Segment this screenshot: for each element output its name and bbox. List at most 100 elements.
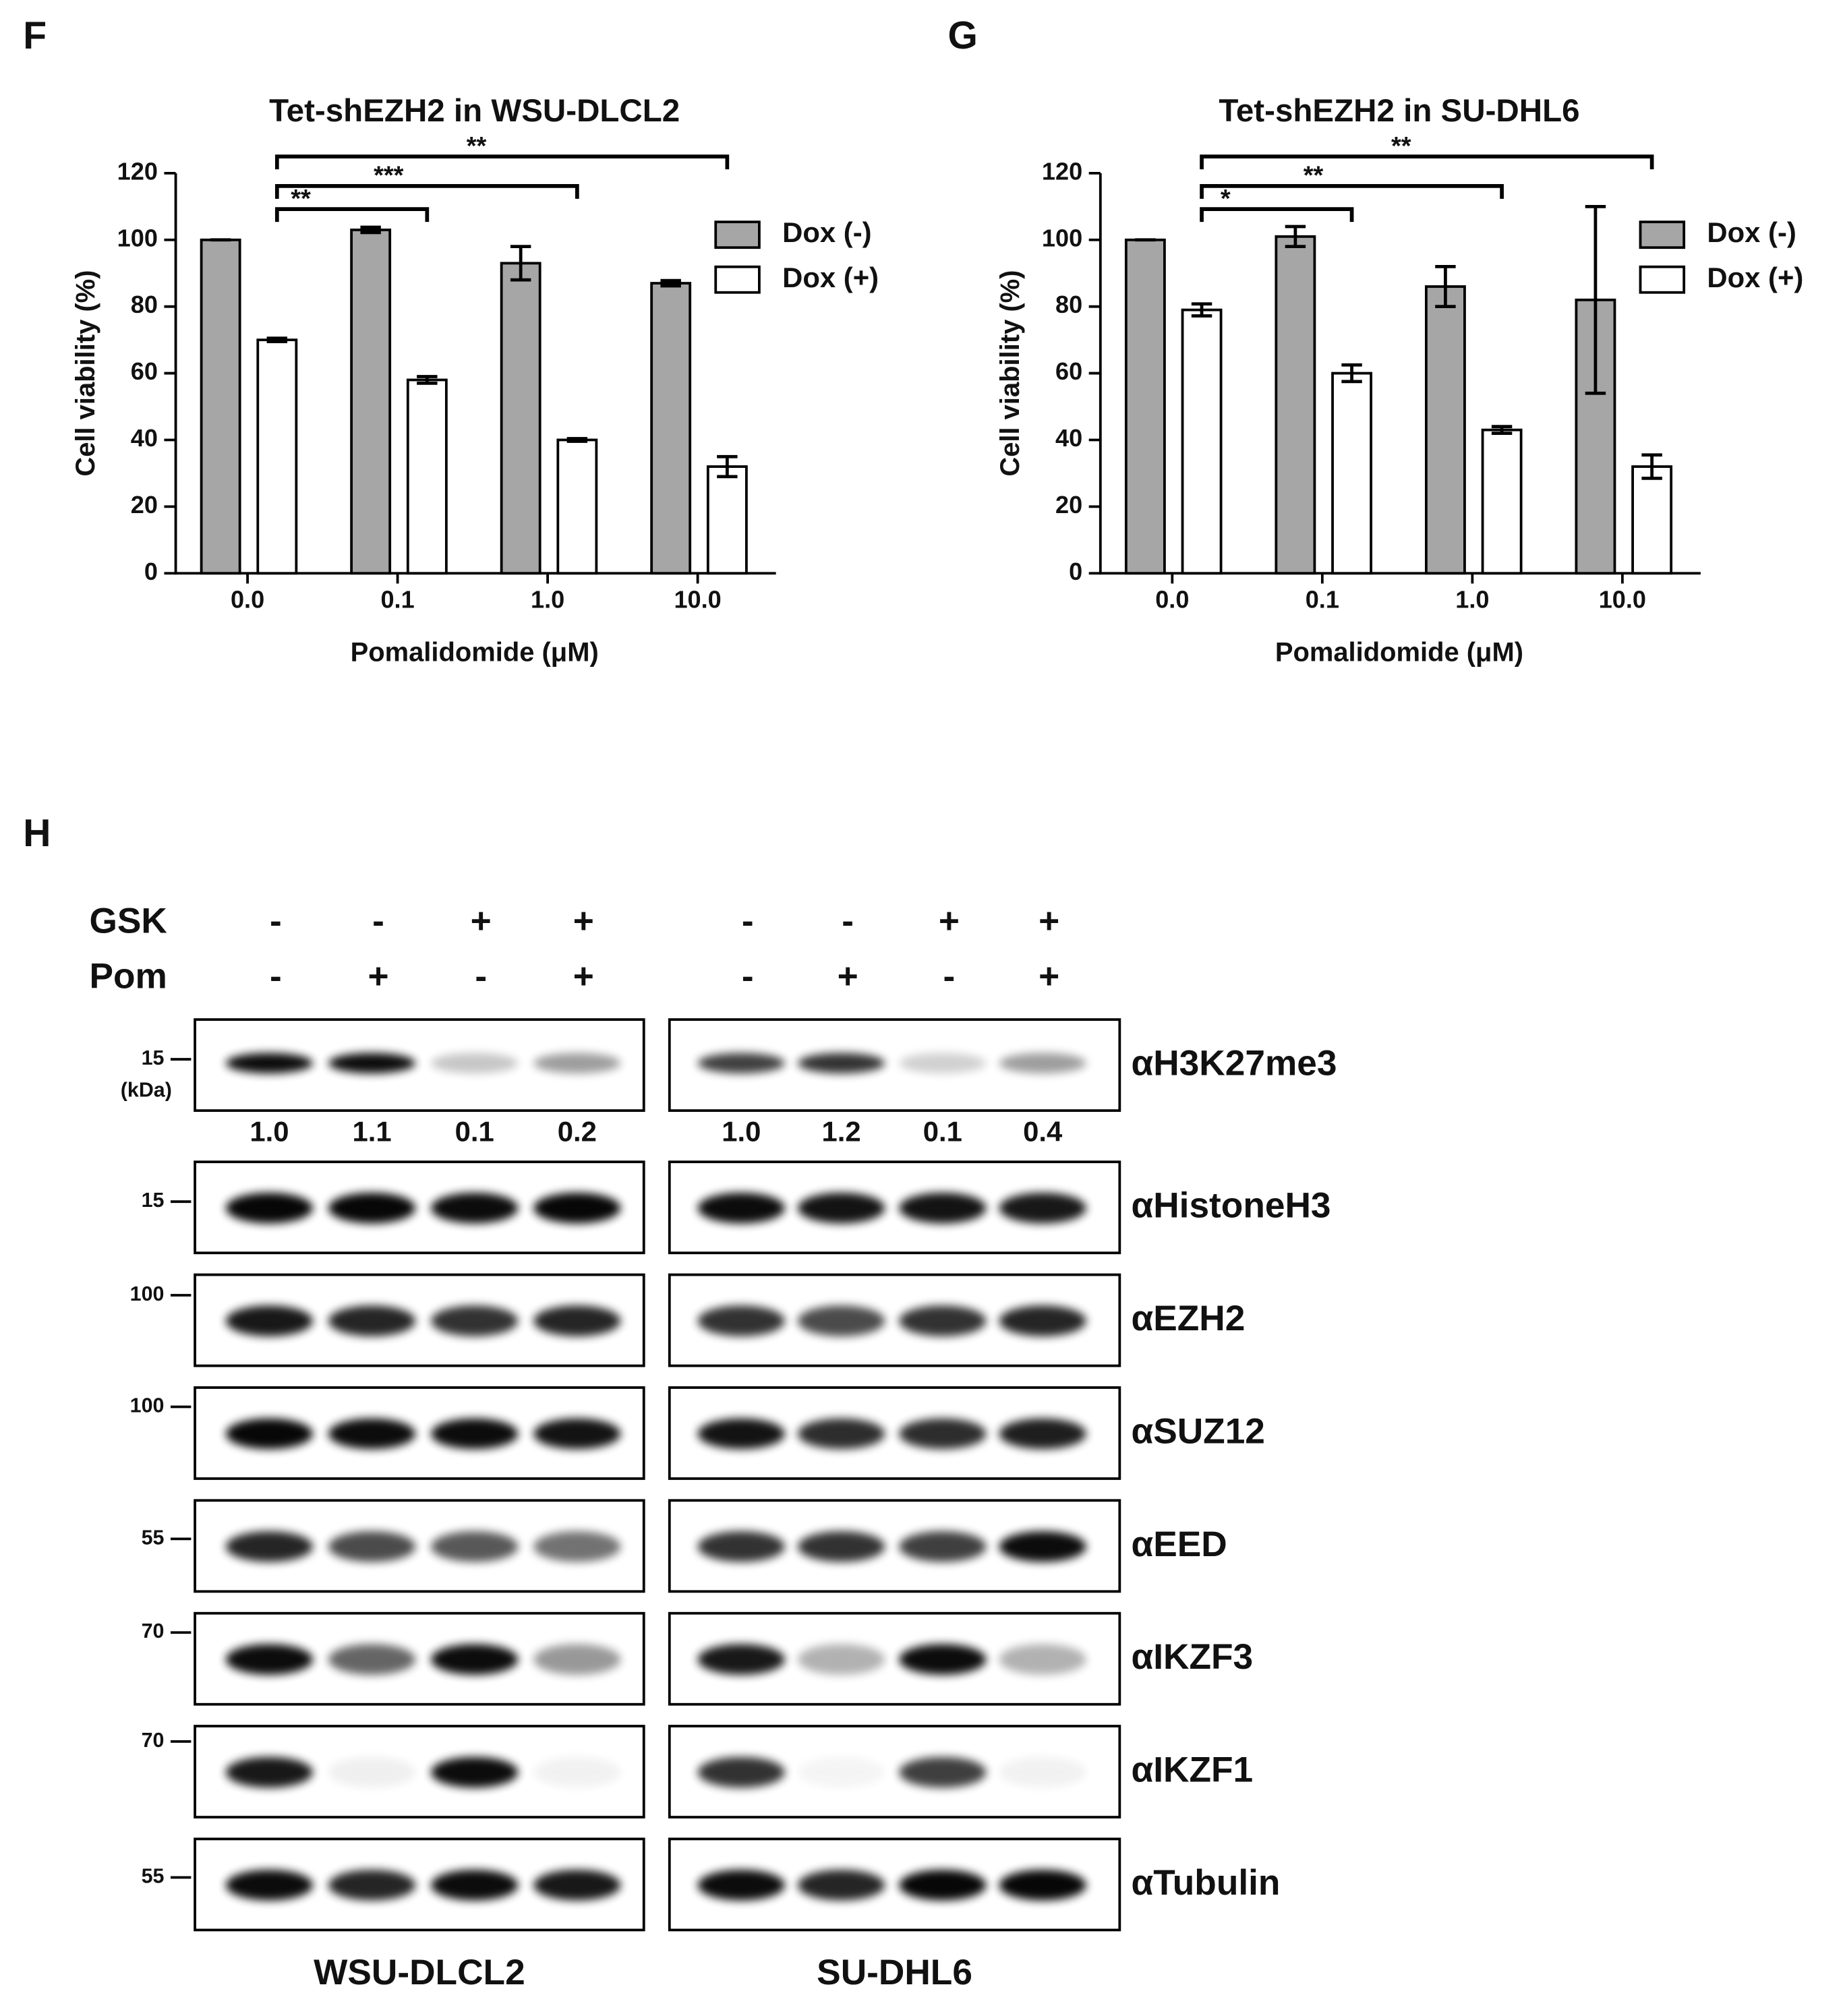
band — [533, 1531, 621, 1562]
quantification: 1.1 — [352, 1115, 391, 1147]
y-tick-label: 0 — [144, 558, 158, 585]
chart-title: Tet-shEZH2 in WSU-DLCL2 — [269, 93, 680, 129]
x-tick-label: 0.0 — [1155, 586, 1189, 614]
antibody-label: αEZH2 — [1131, 1299, 1245, 1338]
antibody-label: αIKZF3 — [1131, 1637, 1253, 1677]
band — [328, 1192, 416, 1224]
band — [697, 1531, 785, 1562]
treatment-sign: - — [943, 956, 956, 996]
marker-label: 15 — [142, 1046, 165, 1069]
band — [533, 1305, 621, 1336]
band — [431, 1305, 519, 1336]
significance-bracket — [274, 184, 579, 199]
band — [431, 1531, 519, 1562]
y-tick-label: 20 — [1055, 491, 1082, 518]
band — [697, 1192, 785, 1224]
band — [797, 1053, 885, 1073]
band — [797, 1644, 885, 1675]
x-tick-label: 0.0 — [231, 586, 264, 614]
band — [328, 1418, 416, 1450]
bar — [1181, 308, 1223, 575]
bar — [1275, 235, 1316, 575]
significance-label: ** — [291, 185, 311, 213]
band — [899, 1644, 987, 1675]
quantification: 0.1 — [455, 1115, 494, 1147]
legend-swatch — [1639, 265, 1686, 294]
y-axis-label: Cell viability (%) — [995, 270, 1025, 476]
band — [431, 1756, 519, 1788]
band — [999, 1053, 1086, 1073]
bar — [200, 238, 241, 575]
band — [697, 1418, 785, 1450]
band — [533, 1053, 621, 1073]
band — [999, 1192, 1086, 1224]
bar — [350, 229, 392, 575]
band — [999, 1418, 1086, 1450]
bar — [1124, 238, 1166, 575]
bar — [406, 378, 448, 575]
treatment-sign: - — [372, 901, 384, 941]
band — [797, 1418, 885, 1450]
legend-swatch — [714, 220, 761, 249]
band — [328, 1644, 416, 1675]
x-tick-label: 10.0 — [674, 586, 721, 614]
y-tick-label: 0 — [1069, 558, 1082, 585]
marker-label: 70 — [142, 1729, 165, 1752]
band — [899, 1870, 987, 1901]
band — [899, 1418, 987, 1450]
significance-label: *** — [374, 162, 404, 190]
y-tick-label: 60 — [131, 357, 158, 385]
panel-letter: H — [23, 812, 51, 855]
panel-letter: F — [23, 14, 47, 57]
treatment-sign: + — [1038, 901, 1059, 941]
y-tick-label: 100 — [117, 224, 158, 251]
bar — [706, 465, 748, 575]
error-bar — [566, 437, 588, 443]
band — [431, 1192, 519, 1224]
legend-swatch — [1639, 220, 1686, 249]
antibody-label: αTubulin — [1131, 1863, 1280, 1903]
band — [999, 1305, 1086, 1336]
band — [225, 1053, 314, 1073]
bar — [256, 338, 298, 575]
treatment-sign: + — [573, 901, 594, 941]
band — [431, 1053, 519, 1073]
marker-label: 15 — [142, 1189, 165, 1212]
treatment-sign: - — [270, 956, 282, 996]
x-tick-label: 1.0 — [531, 586, 564, 614]
x-tick-label: 10.0 — [1599, 586, 1646, 614]
band — [533, 1870, 621, 1901]
band — [533, 1756, 621, 1788]
error-bar — [1585, 204, 1606, 395]
band — [328, 1305, 416, 1336]
quantification: 0.1 — [923, 1115, 962, 1147]
treatment-label: Pom — [89, 956, 167, 996]
chart-title: Tet-shEZH2 in SU-DHL6 — [1219, 93, 1579, 129]
marker-label: 55 — [142, 1526, 165, 1549]
antibody-label: αHistoneH3 — [1131, 1186, 1330, 1226]
cell-line-label: WSU-DLCL2 — [314, 1953, 525, 1992]
x-axis-label: Pomalidomide (μM) — [1275, 638, 1523, 668]
x-axis-label: Pomalidomide (μM) — [351, 638, 599, 668]
band — [225, 1305, 314, 1336]
error-bar — [510, 245, 531, 282]
significance-label: ** — [467, 132, 487, 160]
error-bar — [717, 454, 738, 479]
band — [797, 1192, 885, 1224]
band — [225, 1418, 314, 1450]
band — [328, 1870, 416, 1901]
band — [899, 1756, 987, 1788]
error-bar — [1435, 264, 1456, 309]
band — [328, 1053, 416, 1073]
band — [697, 1870, 785, 1901]
y-tick-label: 60 — [1055, 357, 1082, 385]
band — [225, 1756, 314, 1788]
cell-line-label: SU-DHL6 — [817, 1953, 972, 1992]
band — [431, 1870, 519, 1901]
band — [899, 1053, 987, 1073]
band — [797, 1756, 885, 1788]
band — [328, 1531, 416, 1562]
treatment-sign: - — [742, 901, 754, 941]
x-tick-label: 0.1 — [380, 586, 414, 614]
